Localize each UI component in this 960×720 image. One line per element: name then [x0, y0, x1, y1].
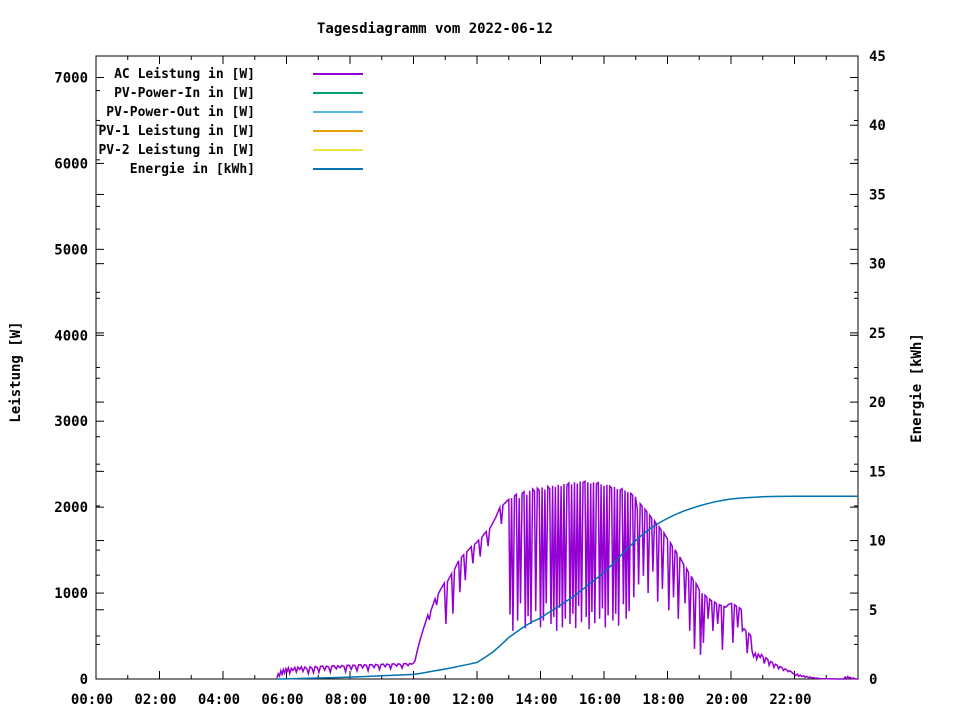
- x-tick-label: 10:00: [388, 692, 430, 708]
- legend-item: PV-2 Leistung in [W]: [98, 143, 363, 158]
- y-left-tick-label: 0: [80, 672, 88, 688]
- legend-item: PV-Power-Out in [W]: [106, 105, 363, 120]
- legend-label: PV-Power-In in [W]: [114, 86, 255, 101]
- y-left-tick-label: 1000: [54, 586, 88, 602]
- legend-item: PV-1 Leistung in [W]: [98, 124, 363, 139]
- y-right-tick-label: 45: [869, 49, 886, 65]
- legend: AC Leistung in [W] PV-Power-In in [W] PV-P…: [98, 67, 363, 177]
- y-right-tick-label: 35: [869, 187, 886, 203]
- x-tick-label: 16:00: [579, 692, 621, 708]
- x-tick-label: 20:00: [706, 692, 748, 708]
- series-group: [276, 480, 858, 681]
- legend-item: AC Leistung in [W]: [114, 67, 363, 82]
- legend-label: PV-1 Leistung in [W]: [98, 124, 255, 139]
- y-left-tick-label: 6000: [54, 156, 88, 172]
- y-right-tick-label: 25: [869, 326, 886, 342]
- y-right-tick-label: 30: [869, 257, 886, 273]
- y-right-tick-label: 10: [869, 534, 886, 550]
- y-left-tick-label: 5000: [54, 242, 88, 258]
- x-tick-label: 08:00: [325, 692, 367, 708]
- y-left-tick-label: 7000: [54, 70, 88, 86]
- plot-area: 00:00 02:00 04:00 06:00 08:00 10:00 12:00 14:00…: [54, 49, 886, 708]
- y-left-axis-label: Leistung [W]: [8, 321, 24, 422]
- y-right-tick-label: 0: [869, 672, 877, 688]
- y-left-tick-label: 2000: [54, 500, 88, 516]
- y-left-tick-label: 4000: [54, 328, 88, 344]
- x-tick-label: 22:00: [769, 692, 811, 708]
- x-tick-label: 00:00: [71, 692, 113, 708]
- y-right-axis-label: Energie [kWh]: [909, 333, 925, 443]
- y-left-tick-label: 3000: [54, 414, 88, 430]
- x-tick-label: 14:00: [515, 692, 557, 708]
- legend-label: PV-2 Leistung in [W]: [98, 143, 255, 158]
- series-ac-leistung-in-w: [276, 480, 858, 681]
- x-tick-label: 02:00: [134, 692, 176, 708]
- y-right-tick-label: 15: [869, 464, 886, 480]
- legend-item: PV-Power-In in [W]: [114, 86, 363, 101]
- x-tick-label: 06:00: [261, 692, 303, 708]
- x-tick-label: 04:00: [198, 692, 240, 708]
- legend-label: PV-Power-Out in [W]: [106, 105, 255, 120]
- y-right-tick-label: 20: [869, 395, 886, 411]
- y-right-tick-label: 5: [869, 603, 877, 619]
- chart-title: Tagesdiagramm vom 2022-06-12: [317, 21, 553, 37]
- legend-label: AC Leistung in [W]: [114, 67, 255, 82]
- legend-label: Energie in [kWh]: [130, 162, 255, 177]
- y-right-tick-label: 40: [869, 118, 886, 134]
- x-tick-label: 12:00: [452, 692, 494, 708]
- series-energie-in-kwh: [276, 495, 858, 680]
- x-tick-label: 18:00: [642, 692, 684, 708]
- legend-item: Energie in [kWh]: [130, 162, 363, 177]
